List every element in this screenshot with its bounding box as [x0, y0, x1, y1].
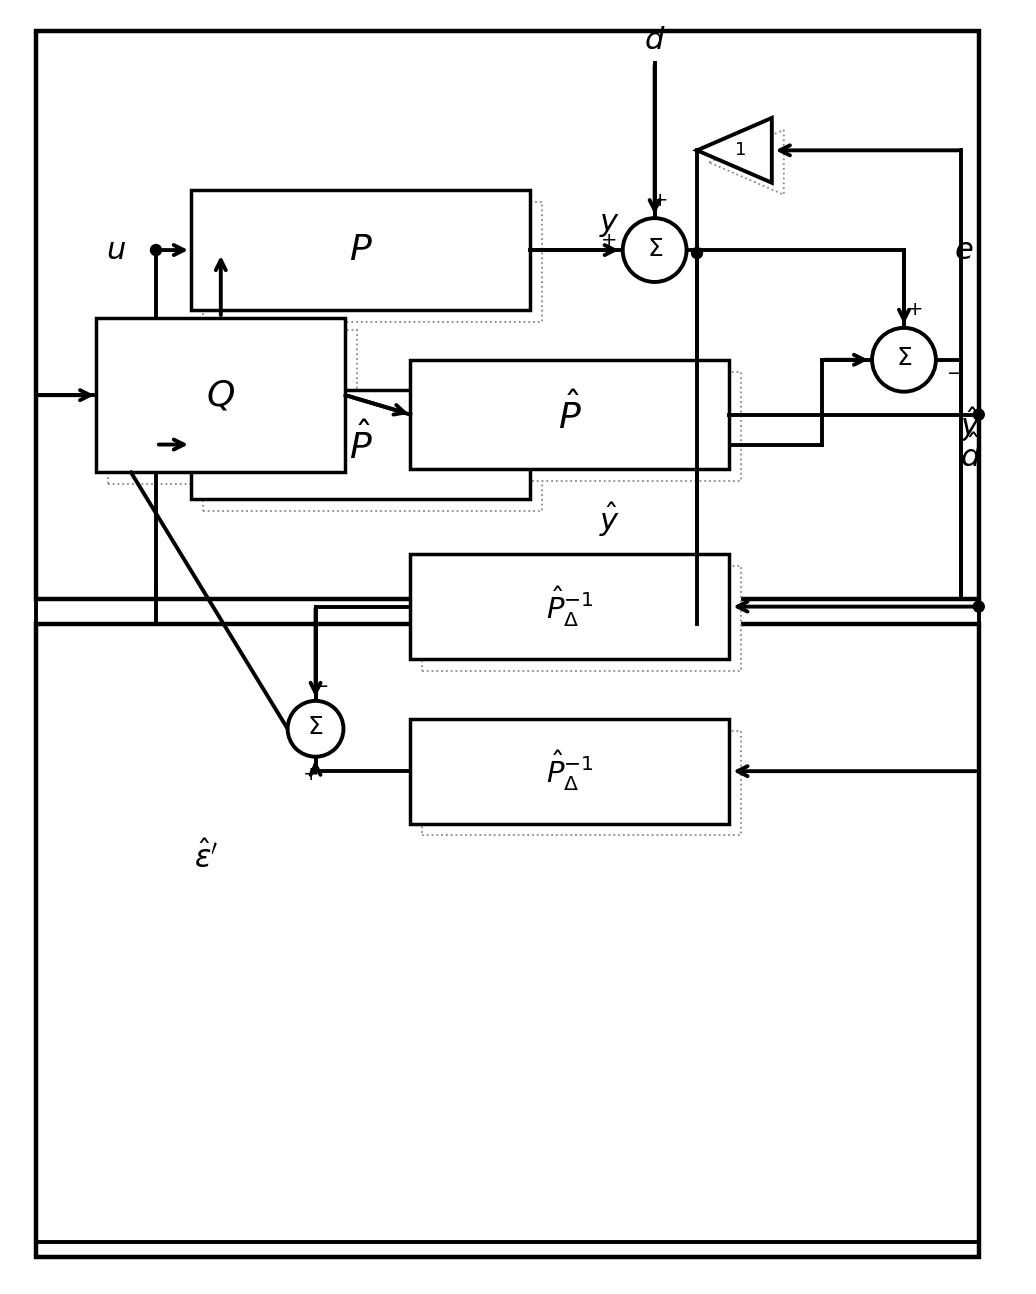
Bar [410, 360, 729, 470]
Text: $+$: $+$ [652, 190, 668, 210]
Text: $d$: $d$ [644, 25, 665, 56]
Bar [203, 202, 542, 322]
Text: $\hat{y}$: $\hat{y}$ [599, 501, 621, 538]
Text: $+$: $+$ [905, 300, 922, 320]
Polygon shape [709, 129, 784, 194]
Text: $u$: $u$ [106, 234, 126, 265]
Bar [410, 554, 729, 659]
Bar [108, 330, 357, 484]
Bar [36, 31, 979, 599]
Text: $-$: $-$ [946, 362, 962, 382]
Bar [203, 401, 542, 511]
Text: $\hat{P}$: $\hat{P}$ [348, 423, 372, 466]
Circle shape [288, 701, 344, 757]
Bar [191, 389, 530, 499]
Text: $\hat{y}$: $\hat{y}$ [960, 405, 981, 444]
Text: $\hat{P}$: $\hat{P}$ [558, 393, 582, 436]
Text: $\hat{d}$: $\hat{d}$ [960, 435, 981, 474]
Text: $\Sigma$: $\Sigma$ [896, 347, 912, 370]
Text: $\hat{P}_{\Delta}^{-1}$: $\hat{P}_{\Delta}^{-1}$ [546, 585, 594, 629]
Text: $\Sigma$: $\Sigma$ [646, 238, 663, 260]
Bar [410, 718, 729, 823]
Bar [423, 371, 742, 481]
Circle shape [973, 409, 984, 421]
Text: $\Sigma$: $\Sigma$ [308, 717, 323, 739]
Polygon shape [697, 118, 772, 182]
Text: $e$: $e$ [954, 234, 974, 265]
Circle shape [872, 327, 936, 392]
Text: $y$: $y$ [599, 207, 621, 238]
Circle shape [692, 247, 702, 259]
Text: $+$: $+$ [303, 765, 319, 784]
Bar [36, 624, 979, 1258]
Bar [423, 731, 742, 836]
Text: $1$: $1$ [733, 141, 745, 159]
Text: $P$: $P$ [348, 233, 372, 267]
Bar [96, 318, 345, 472]
Text: $\hat{\varepsilon}'$: $\hat{\varepsilon}'$ [194, 842, 218, 875]
Bar [191, 190, 530, 309]
Text: $Q$: $Q$ [206, 378, 235, 413]
Circle shape [150, 245, 162, 255]
Text: $\hat{P}_{\Delta}^{-1}$: $\hat{P}_{\Delta}^{-1}$ [546, 749, 594, 793]
Bar [423, 567, 742, 670]
Circle shape [973, 602, 984, 612]
Text: $-$: $-$ [313, 675, 328, 695]
Circle shape [623, 219, 687, 282]
Text: $+$: $+$ [600, 230, 616, 250]
